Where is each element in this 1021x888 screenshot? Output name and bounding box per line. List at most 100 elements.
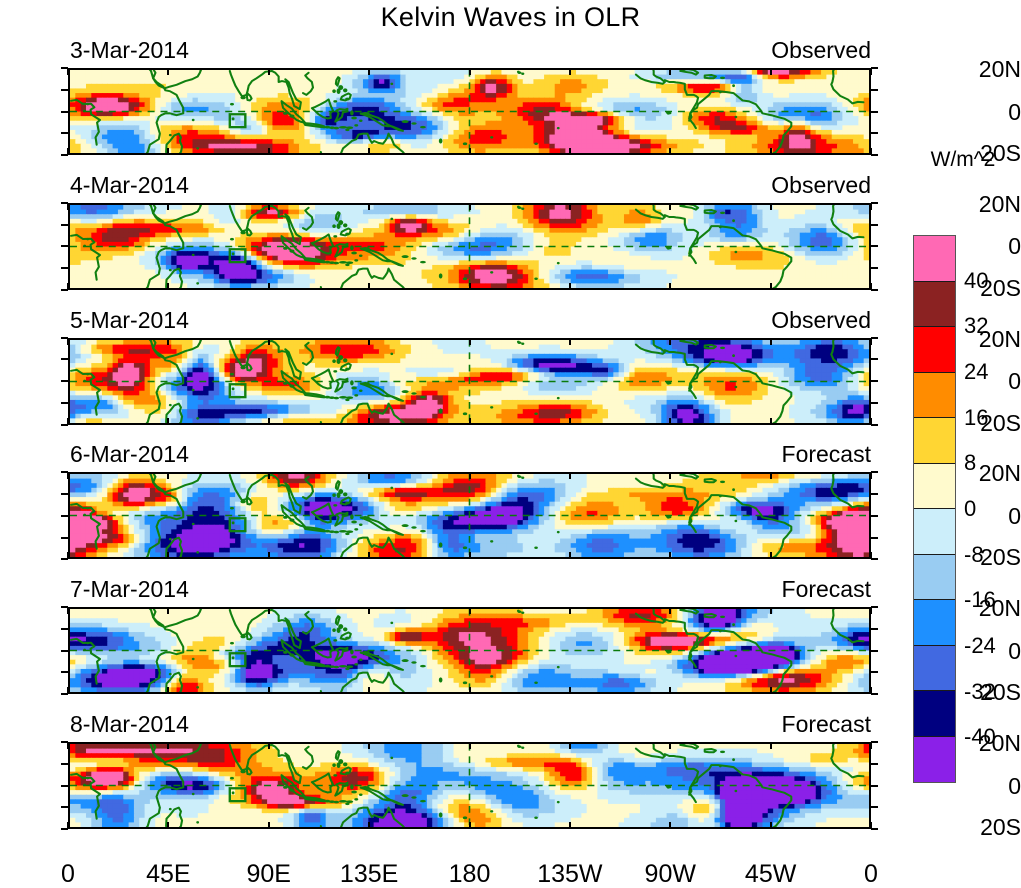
y-axis-tick (61, 202, 68, 204)
x-axis-tick (67, 68, 69, 75)
y-axis-tick (61, 424, 68, 426)
x-axis-tick (469, 203, 471, 210)
y-axis-tick (871, 763, 878, 765)
y-axis-tick (871, 424, 878, 426)
y-axis-tick (871, 245, 878, 247)
x-axis-tick (167, 418, 169, 425)
y-axis-tick (61, 828, 68, 830)
colorbar-band (914, 327, 955, 373)
x-axis-tick (669, 687, 671, 694)
x-axis-tick (167, 607, 169, 614)
panel-status-label: Forecast (782, 713, 871, 736)
colorbar-tick-label: 16 (964, 407, 988, 429)
x-axis-tick (569, 742, 571, 749)
x-axis-tick (368, 338, 370, 345)
x-axis-tick (268, 742, 270, 749)
page-title: Kelvin Waves in OLR (0, 2, 1021, 33)
x-axis-tick (569, 148, 571, 155)
x-axis-tick (569, 338, 571, 345)
y-axis-tick (61, 806, 68, 808)
x-axis-tick-label: 135E (321, 862, 417, 887)
map-panel[interactable] (68, 203, 871, 290)
x-axis-tick (268, 68, 270, 75)
olr-anomaly-map (70, 70, 869, 153)
colorbar-band (914, 282, 955, 328)
x-axis-tick (669, 822, 671, 829)
x-axis-tick (569, 822, 571, 829)
y-axis-tick (61, 558, 68, 560)
x-axis-tick (268, 203, 270, 210)
x-axis-tick (167, 742, 169, 749)
x-axis-tick (870, 742, 872, 749)
map-panel[interactable] (68, 742, 871, 829)
y-axis-tick (871, 402, 878, 404)
y-axis-tick (61, 111, 68, 113)
colorbar-band (914, 737, 955, 783)
colorbar-units-label: W/m^2 (905, 148, 1021, 172)
olr-anomaly-map (70, 744, 869, 827)
map-panel[interactable] (68, 338, 871, 425)
x-axis-tick-label: 90E (221, 862, 317, 887)
y-axis-tick (871, 267, 878, 269)
map-panel[interactable] (68, 68, 871, 155)
x-axis-tick (167, 203, 169, 210)
y-axis-tick (871, 224, 878, 226)
x-axis-tick (669, 472, 671, 479)
colorbar-tick-label: 40 (964, 270, 988, 292)
panel-date-label: 4-Mar-2014 (70, 174, 189, 197)
x-axis-tick (368, 552, 370, 559)
y-axis-tick (61, 606, 68, 608)
y-axis-tick (871, 628, 878, 630)
colorbar-tick-label: 24 (964, 361, 988, 383)
x-axis-tick (569, 418, 571, 425)
y-axis-tick (61, 267, 68, 269)
colorbar-tick-label: 8 (964, 452, 976, 474)
x-axis-tick (167, 472, 169, 479)
x-axis-tick (268, 283, 270, 290)
map-panel[interactable] (68, 472, 871, 559)
x-axis-tick (167, 148, 169, 155)
y-axis-tick (61, 785, 68, 787)
x-axis-tick (669, 338, 671, 345)
x-axis-tick-label: 180 (422, 862, 518, 887)
y-axis-tick (61, 132, 68, 134)
x-axis-tick (368, 742, 370, 749)
x-axis-tick (167, 283, 169, 290)
y-axis-tick (61, 671, 68, 673)
x-axis-tick (569, 472, 571, 479)
y-axis-tick (61, 337, 68, 339)
x-axis-tick (870, 338, 872, 345)
x-axis-tick (770, 203, 772, 210)
y-axis-tick (871, 358, 878, 360)
x-axis-tick (770, 418, 772, 425)
y-axis-tick (871, 806, 878, 808)
y-axis-tick-label: 20N (959, 193, 1021, 216)
y-axis-tick (871, 493, 878, 495)
x-axis-tick (368, 607, 370, 614)
y-axis-tick (61, 650, 68, 652)
y-axis-tick (61, 67, 68, 69)
y-axis-tick (871, 132, 878, 134)
x-axis-tick (669, 203, 671, 210)
y-axis-tick (871, 202, 878, 204)
y-axis-tick (871, 828, 878, 830)
colorbar-band (914, 373, 955, 419)
x-axis-tick (67, 472, 69, 479)
y-axis-tick (61, 693, 68, 695)
y-axis-tick (871, 606, 878, 608)
x-axis-tick (368, 203, 370, 210)
map-panel[interactable] (68, 607, 871, 694)
x-axis-tick (67, 338, 69, 345)
x-axis-tick (870, 472, 872, 479)
y-axis-tick (871, 154, 878, 156)
y-axis-tick (871, 289, 878, 291)
y-axis-tick (61, 471, 68, 473)
colorbar (913, 235, 956, 783)
y-axis-tick (61, 741, 68, 743)
x-axis-tick (167, 552, 169, 559)
y-axis-tick (871, 650, 878, 652)
x-axis-tick-label: 135W (522, 862, 618, 887)
y-axis-tick (871, 337, 878, 339)
